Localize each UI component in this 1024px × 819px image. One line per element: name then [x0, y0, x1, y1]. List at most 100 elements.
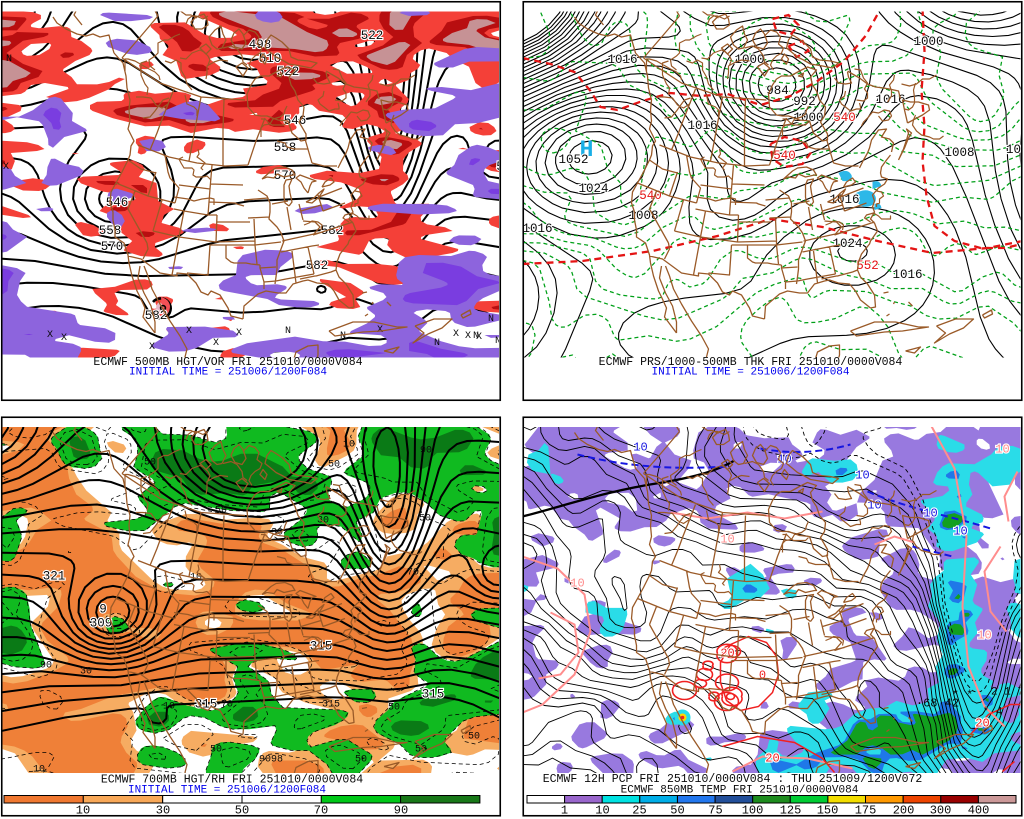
svg-text:30: 30 — [156, 804, 170, 818]
svg-text:0: 0 — [759, 669, 766, 683]
svg-text:20: 20 — [720, 647, 734, 661]
svg-text:10: 10 — [855, 469, 869, 483]
svg-text:10: 10 — [76, 804, 90, 818]
svg-text:582: 582 — [145, 309, 168, 323]
svg-text:10: 10 — [343, 440, 355, 451]
svg-text:1000: 1000 — [793, 111, 823, 125]
svg-text:X: X — [236, 328, 242, 339]
svg-text:N: N — [473, 331, 479, 342]
svg-text:50: 50 — [210, 745, 222, 756]
svg-text:100: 100 — [742, 804, 764, 818]
svg-text:558: 558 — [99, 224, 122, 238]
svg-text:X: X — [149, 342, 155, 353]
svg-text:70: 70 — [314, 804, 328, 818]
svg-text:ECMWF 500MB HGT/VOR FRI 251010: ECMWF 500MB HGT/VOR FRI 251010/0000V084 — [93, 356, 362, 369]
svg-text:1: 1 — [561, 804, 568, 818]
svg-text:X: X — [3, 162, 9, 173]
svg-text:1016: 1016 — [687, 119, 717, 133]
svg-text:570: 570 — [101, 240, 124, 254]
svg-text:50: 50 — [355, 755, 367, 766]
svg-text:50: 50 — [670, 804, 684, 818]
svg-text:1000: 1000 — [913, 35, 943, 49]
svg-text:510: 510 — [259, 52, 282, 66]
svg-text:50: 50 — [415, 745, 427, 756]
svg-text:ECMWF PRS/1000-500MB THK FRI 2: ECMWF PRS/1000-500MB THK FRI 251010/0000… — [599, 356, 903, 369]
svg-text:1008: 1008 — [944, 146, 974, 160]
svg-text:N: N — [6, 54, 12, 65]
svg-text:9: 9 — [99, 603, 107, 617]
svg-text:1016: 1016 — [607, 53, 637, 67]
svg-text:992: 992 — [793, 95, 816, 109]
svg-text:10: 10 — [595, 804, 609, 818]
svg-text:30: 30 — [317, 516, 329, 527]
svg-text:540: 540 — [833, 111, 856, 125]
svg-text:70: 70 — [407, 568, 419, 579]
svg-text:90: 90 — [40, 661, 52, 672]
svg-text:50: 50 — [215, 506, 227, 517]
svg-text:315: 315 — [310, 640, 333, 654]
svg-text:X: X — [476, 332, 482, 343]
svg-text:X: X — [465, 331, 471, 342]
svg-text:522: 522 — [361, 29, 384, 43]
svg-text:H: H — [580, 137, 594, 163]
svg-text:2 1 7: 2 1 7 — [991, 687, 1024, 699]
svg-text:50: 50 — [388, 703, 400, 714]
svg-text:1016: 1016 — [829, 193, 859, 207]
svg-text:10: 10 — [1006, 143, 1021, 157]
svg-text:10: 10 — [570, 577, 584, 591]
svg-text:300: 300 — [930, 804, 952, 818]
svg-text:10: 10 — [953, 525, 967, 539]
svg-text:1052: 1052 — [558, 153, 588, 167]
svg-text:10: 10 — [867, 499, 881, 513]
svg-text:546: 546 — [106, 196, 129, 210]
svg-text:INITIAL TIME = 251006/1200F084: INITIAL TIME = 251006/1200F084 — [129, 367, 327, 379]
svg-text:50: 50 — [235, 804, 249, 818]
svg-text:N: N — [340, 331, 346, 342]
svg-text:10: 10 — [923, 507, 937, 521]
svg-text:10: 10 — [33, 765, 45, 776]
svg-text:5: 5 — [496, 160, 504, 174]
svg-text:9098: 9098 — [259, 755, 283, 766]
svg-text:200: 200 — [893, 804, 915, 818]
svg-text:1024: 1024 — [578, 182, 608, 196]
svg-text:150: 150 — [817, 804, 839, 818]
svg-text:10: 10 — [163, 702, 175, 713]
svg-text:50: 50 — [328, 460, 340, 471]
svg-text:X: X — [213, 338, 219, 349]
svg-text:1016: 1016 — [875, 93, 905, 107]
svg-text:125: 125 — [780, 804, 802, 818]
svg-text:10: 10 — [977, 629, 991, 643]
svg-text:N: N — [285, 326, 291, 337]
svg-text:309: 309 — [90, 617, 113, 631]
svg-text:N: N — [434, 338, 440, 349]
svg-text:315: 315 — [322, 700, 340, 711]
svg-text:30: 30 — [80, 667, 92, 678]
svg-text:552: 552 — [856, 259, 879, 273]
svg-text:25: 25 — [632, 804, 646, 818]
svg-text:X: X — [186, 326, 192, 337]
svg-text:1016: 1016 — [522, 222, 552, 236]
svg-text:50: 50 — [144, 458, 156, 469]
svg-text:582: 582 — [306, 259, 329, 273]
svg-text:1000: 1000 — [734, 53, 764, 67]
svg-text:·68 42: ·68 42 — [916, 697, 959, 711]
svg-text:315: 315 — [422, 688, 445, 702]
svg-text:10: 10 — [633, 441, 647, 455]
svg-text:315: 315 — [195, 698, 218, 712]
svg-text:ECMWF 700MB HGT/RH FRI 251010/: ECMWF 700MB HGT/RH FRI 251010/0000V084 — [101, 774, 363, 787]
svg-text:50: 50 — [419, 514, 431, 525]
svg-text:400: 400 — [968, 804, 990, 818]
svg-text:90: 90 — [420, 446, 432, 457]
svg-text:75: 75 — [708, 804, 722, 818]
svg-text:N: N — [488, 314, 494, 325]
svg-text:ECMWF 850MB TEMP FRI 251010/00: ECMWF 850MB TEMP FRI 251010/0000V084 — [621, 785, 859, 797]
svg-text:175: 175 — [855, 804, 877, 818]
svg-text:N: N — [495, 336, 501, 347]
svg-text:321: 321 — [43, 570, 66, 584]
svg-text:1016: 1016 — [892, 268, 922, 282]
svg-text:558: 558 — [274, 141, 297, 155]
svg-text:* *: * * — [952, 689, 974, 703]
svg-text:X: X — [61, 333, 67, 344]
svg-text:ECMWF 12H PCP FRI 251010/0000V: ECMWF 12H PCP FRI 251010/0000V084 : THU … — [543, 773, 923, 786]
svg-text:10: 10 — [720, 533, 734, 547]
